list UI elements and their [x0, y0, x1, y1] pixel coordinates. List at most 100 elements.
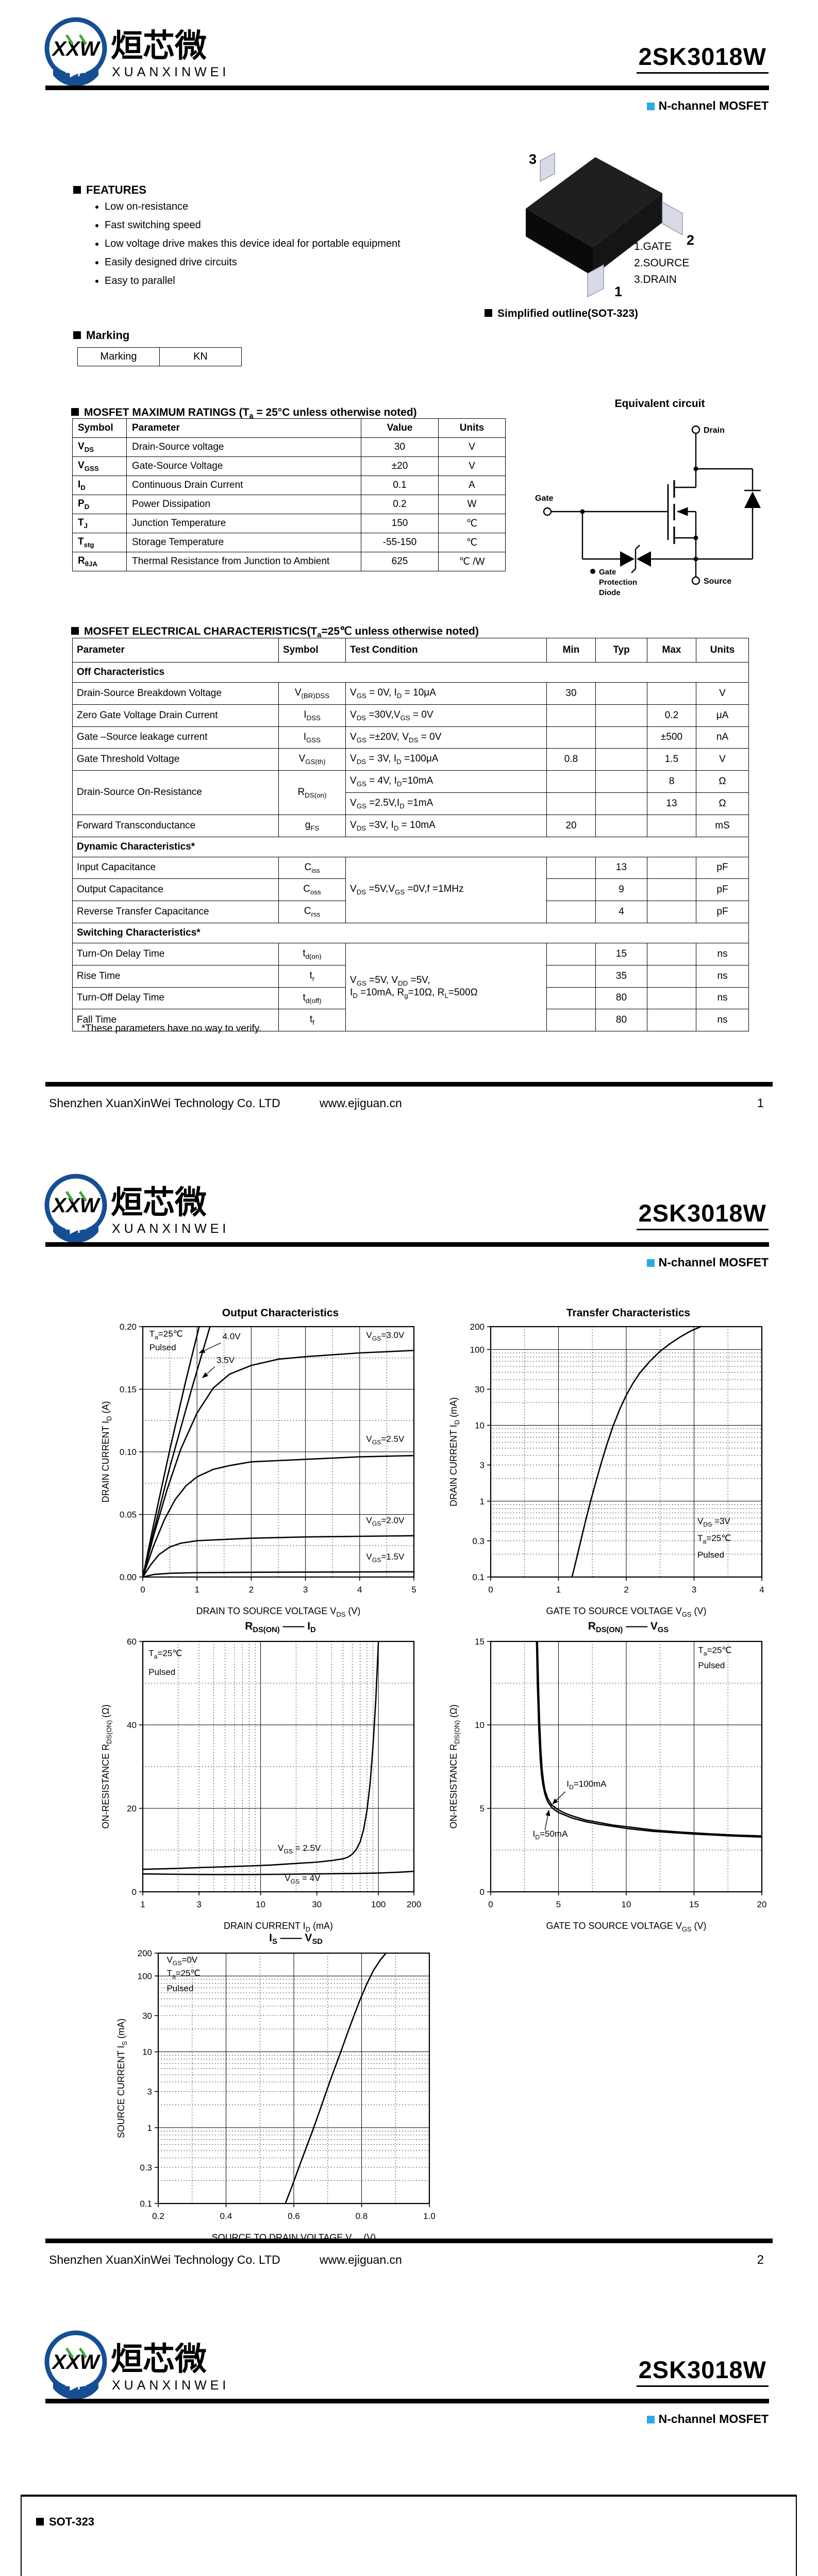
svg-text:0: 0 — [140, 1585, 145, 1595]
max-cell — [647, 814, 696, 837]
package-left-face — [526, 209, 593, 276]
parameter-cell: Rise Time — [72, 964, 279, 988]
svg-text:ON-RESISTANCE RDS(ON) (Ω): ON-RESISTANCE RDS(ON) (Ω) — [448, 1705, 461, 1829]
parameter-cell: Reverse Transfer Capacitance — [72, 901, 279, 923]
protection-label-1: Gate — [599, 568, 616, 577]
device-type-subtitle: N-channel MOSFET — [646, 99, 769, 113]
units-cell: mS — [696, 814, 749, 837]
chart-rdson-vs-vgs: RDS(ON) —— VGS 0 5 10 15 20 0 5 10 15 GATE TO SOU… — [443, 1620, 777, 1943]
parameter-cell: Turn-Off Delay Time — [72, 987, 279, 1010]
svg-text:0: 0 — [488, 1900, 493, 1909]
footer-website: www.ejiguan.cn — [320, 2253, 402, 2266]
svg-text:20: 20 — [127, 1804, 137, 1814]
condition-cell: VDS =30V,VGS = 0V — [345, 704, 547, 727]
device-type-text: N-channel MOSFET — [658, 99, 769, 112]
chart-title: RDS(ON) —— ID — [245, 1620, 316, 1635]
svg-text:0.15: 0.15 — [120, 1385, 137, 1395]
symbol-cell: PD — [72, 495, 127, 514]
svg-text:1: 1 — [147, 2123, 152, 2133]
svg-text:5: 5 — [480, 1804, 485, 1814]
condition-cell: VDS =3V, ID = 10mA — [345, 814, 547, 837]
ratings-heading: MOSFET MAXIMUM RATINGS (Ta = 25°C unless… — [71, 406, 417, 420]
typ-cell — [595, 770, 647, 793]
page-3: XXW 烜芯微 XUANXINWEI 2SK3018W N-channel MO… — [0, 2313, 818, 2576]
svg-text:0: 0 — [488, 1585, 493, 1595]
units-cell: pF — [696, 878, 749, 902]
chart-title: RDS(ON) —— VGS — [588, 1620, 669, 1635]
electrical-heading: MOSFET ELECTRICAL CHARACTERISTICS(Ta=25℃… — [71, 625, 479, 639]
svg-text:VGS=0V: VGS=0V — [166, 1955, 197, 1967]
brand-latin: XUANXINWEI — [112, 1222, 229, 1236]
symbol-cell: Coss — [278, 878, 346, 902]
column-header: Symbol — [72, 418, 127, 438]
parameter-cell: Zero Gate Voltage Drain Current — [72, 704, 279, 727]
marking-table: Marking KN — [77, 347, 242, 366]
min-cell — [546, 942, 596, 965]
footer-page-number: 1 — [757, 1096, 764, 1110]
chart-title: Transfer Characteristics — [566, 1307, 691, 1319]
source-label: Source — [704, 577, 731, 586]
max-cell — [647, 878, 696, 902]
typ-cell — [595, 682, 647, 705]
table-row: Turn-On Delay Time td(on) VGS =5V, VDD =5V… — [72, 942, 749, 1032]
max-cell: 1.5 — [647, 748, 696, 771]
section-row: Dynamic Characteristics* — [72, 836, 749, 857]
page-1: XXW 烜芯微 XUANXINWEI 2SK3018W N-channel MO… — [0, 0, 818, 1157]
min-cell — [546, 856, 596, 879]
table-row: RθJA Thermal Resistance from Junction to … — [72, 552, 506, 571]
value-cell: -55-150 — [361, 533, 439, 552]
svg-text:VDS =3V: VDS =3V — [697, 1516, 730, 1528]
units-cell: nA — [696, 726, 749, 749]
symbol-cell: tr — [278, 964, 346, 988]
svg-text:30: 30 — [475, 1384, 485, 1394]
svg-text:10: 10 — [256, 1900, 265, 1909]
pin-legend-source: 2.SOURCE — [634, 257, 689, 269]
svg-text:3: 3 — [147, 2087, 152, 2097]
footer-company: Shenzhen XuanXinWei Technology Co. LTD — [49, 1096, 280, 1110]
marking-value-cell: KN — [159, 347, 242, 366]
parameter-cell: Gate Threshold Voltage — [72, 748, 279, 771]
units-cell: ns — [696, 964, 749, 988]
svg-text:10: 10 — [475, 1720, 485, 1730]
parameter-cell: Storage Temperature — [126, 533, 361, 552]
table-row: ID Continuous Drain Current 0.1 A — [72, 476, 506, 495]
brand-chinese: 烜芯微 — [111, 1185, 207, 1221]
svg-text:10: 10 — [622, 1900, 631, 1909]
svg-text:DRAIN CURRENT ID (mA): DRAIN CURRENT ID (mA) — [224, 1921, 333, 1933]
svg-text:0: 0 — [132, 1887, 137, 1897]
units-cell: V — [696, 682, 749, 705]
condition-cell: VGS =±20V, VDS = 0V — [345, 726, 547, 749]
package-outline-box: SOT-323 D B ▱ y — [21, 2495, 797, 2576]
table-row: Gate –Source leakage current IGSS VGS =±20… — [72, 726, 749, 749]
symbol-cell: Crss — [278, 901, 346, 923]
chart-canvas-rdson-id: 1 3 10 30 100 200 0 20 40 60 DRAIN CURRENT ID (mA)… — [101, 1637, 421, 1933]
table-row: Output Capacitance Coss 9 pF — [72, 878, 749, 902]
svg-text:1: 1 — [480, 1497, 485, 1506]
value-cell: ±20 — [361, 456, 439, 476]
company-logo: XXW 烜芯微 XUANXINWEI — [44, 17, 226, 87]
gate-label: Gate — [535, 494, 554, 503]
symbol-cell: RθJA — [72, 552, 127, 571]
svg-text:60: 60 — [127, 1637, 137, 1647]
min-cell — [546, 964, 596, 988]
marking-heading: Marking — [73, 329, 129, 342]
device-type-subtitle: N-channel MOSFET — [646, 1256, 769, 1269]
condition-cell: VGS =2.5V,ID =1mA — [345, 792, 547, 815]
table-row: VGSS Gate-Source Voltage ±20 V — [72, 456, 506, 476]
symbol-cell: RDS(on) — [278, 770, 346, 815]
brand-chinese: 烜芯微 — [111, 2342, 207, 2377]
footer-rule — [45, 1082, 773, 1087]
section-row: Off Characteristics — [72, 662, 749, 683]
typ-cell: 13 — [595, 856, 647, 879]
units-cell: W — [438, 495, 506, 514]
units-cell: A — [438, 476, 506, 495]
svg-text:5: 5 — [556, 1900, 561, 1909]
column-header: Symbol — [278, 638, 346, 663]
parameter-cell: Continuous Drain Current — [126, 476, 361, 495]
svg-text:3: 3 — [303, 1585, 308, 1595]
footer-company: Shenzhen XuanXinWei Technology Co. LTD — [49, 2253, 280, 2266]
pin2-number: 2 — [687, 232, 694, 248]
column-header: Units — [696, 638, 749, 663]
svg-text:0.10: 0.10 — [120, 1447, 137, 1457]
package-heading: SOT-323 — [36, 2515, 94, 2529]
